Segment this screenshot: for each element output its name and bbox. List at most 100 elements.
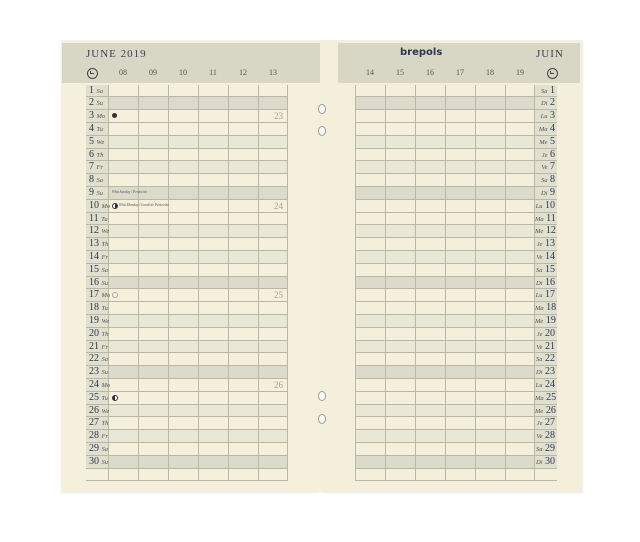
day-row[interactable]: 27 Th [86, 417, 288, 431]
day-row[interactable]: Je 20 [355, 327, 557, 341]
day-number: 30 [545, 455, 555, 467]
hour-cell [385, 238, 415, 250]
hour-cell [385, 442, 415, 455]
day-row[interactable]: Lu 17 [355, 289, 557, 303]
day-row[interactable]: 23 Su [86, 366, 288, 379]
day-row[interactable]: 21 Fr [86, 340, 288, 354]
day-row[interactable]: 3 Mo 23 [86, 110, 288, 123]
hour-cell [138, 302, 168, 314]
day-row[interactable]: 2 Su [86, 97, 288, 111]
day-row[interactable]: 29 Sa [86, 442, 288, 456]
day-row[interactable]: Di 16 [355, 276, 557, 290]
day-row[interactable]: 22 Sa [86, 353, 288, 367]
hour-cell [355, 327, 385, 340]
hour-cell [385, 289, 415, 302]
hour-cell [355, 340, 385, 353]
day-row[interactable]: Di 30 [355, 455, 557, 469]
day-row[interactable]: 9 Su Whit Sunday / Pentecôte [86, 186, 288, 200]
hour-cell [385, 225, 415, 238]
hour-cell [168, 353, 198, 366]
day-row[interactable]: Lu 10 [355, 199, 557, 213]
hour-cell [258, 327, 288, 340]
day-number: 5 [89, 135, 94, 147]
day-row[interactable]: Sa 15 [355, 263, 557, 277]
day-label: 23 Su [86, 366, 108, 378]
hour-cell [228, 302, 258, 314]
weekday-abbr: Sa [96, 177, 104, 185]
hour-cell [138, 404, 168, 417]
day-row[interactable]: 20 Th [86, 327, 288, 341]
day-row[interactable]: Me 5 [355, 135, 557, 149]
hour-cell [258, 302, 288, 314]
header-band [338, 43, 580, 83]
day-row[interactable]: Je 6 [355, 148, 557, 162]
hour-cell [108, 430, 138, 442]
weekday-abbr: Tu [96, 125, 104, 133]
day-row[interactable]: 4 Tu [86, 122, 288, 136]
hour-cell [108, 84, 138, 97]
day-row[interactable]: Di 23 [355, 366, 557, 379]
day-row[interactable]: 30 Su [86, 455, 288, 469]
hour-cell [258, 391, 288, 404]
day-row[interactable]: Ma 25 [355, 391, 557, 405]
day-number: 13 [545, 238, 555, 250]
hour-cell [138, 391, 168, 404]
hour-cell [445, 353, 475, 366]
day-row[interactable]: 7 Fr [86, 161, 288, 175]
hour-cell [138, 327, 168, 340]
day-row[interactable]: Sa 22 [355, 353, 557, 367]
day-row[interactable]: Sa 8 [355, 174, 557, 187]
hour-cell [505, 417, 535, 430]
day-row[interactable]: Di 2 [355, 97, 557, 111]
hour-label: 18 [486, 68, 494, 77]
day-row[interactable]: 26 We [86, 404, 288, 418]
day-row[interactable]: 13 Th [86, 238, 288, 251]
day-row[interactable]: Lu 24 [355, 378, 557, 392]
day-label: 13 Th [86, 238, 108, 250]
day-row[interactable]: 28 Fr [86, 430, 288, 443]
day-row[interactable]: 1 Sa [86, 84, 288, 98]
day-row[interactable]: 10 Mo 24 Whit Monday / Lundi de Pentecôte [86, 199, 288, 213]
day-row[interactable]: Sa 1 [355, 84, 557, 98]
day-row[interactable]: 11 Tu [86, 212, 288, 226]
hour-cell [168, 314, 198, 327]
day-row[interactable]: 5 We [86, 135, 288, 149]
weekday-abbr: Sa [101, 356, 109, 364]
day-row[interactable]: Di 9 [355, 186, 557, 200]
day-row[interactable] [355, 468, 557, 482]
day-row[interactable]: Me 19 [355, 314, 557, 328]
day-row[interactable]: Lu 3 [355, 110, 557, 123]
hour-cell [415, 148, 445, 161]
hour-cell [258, 148, 288, 161]
day-row[interactable]: Ve 7 [355, 161, 557, 175]
day-row[interactable]: 12 We [86, 225, 288, 239]
day-row[interactable]: Ve 21 [355, 340, 557, 354]
day-row[interactable]: Je 13 [355, 238, 557, 251]
hour-cell [138, 135, 168, 148]
day-row[interactable]: Ma 4 [355, 122, 557, 136]
day-row[interactable] [86, 468, 288, 482]
day-row[interactable]: Me 12 [355, 225, 557, 239]
day-row[interactable]: Ma 11 [355, 212, 557, 226]
day-row[interactable]: 24 Mo 26 [86, 378, 288, 392]
day-row[interactable]: 6 Th [86, 148, 288, 162]
day-row[interactable]: 19 We [86, 314, 288, 328]
hour-cell [445, 97, 475, 110]
day-row[interactable]: 15 Sa [86, 263, 288, 277]
hour-cell [108, 340, 138, 353]
day-row[interactable]: Je 27 [355, 417, 557, 431]
day-row[interactable]: 16 Su [86, 276, 288, 290]
day-row[interactable]: 25 Tu [86, 391, 288, 405]
day-row[interactable]: Sa 29 [355, 442, 557, 456]
hour-cell [415, 302, 445, 314]
day-row[interactable]: Ve 14 [355, 250, 557, 264]
day-row[interactable]: 14 Fr [86, 250, 288, 264]
day-row[interactable]: Ve 28 [355, 430, 557, 443]
day-row[interactable]: 17 Mo 25 [86, 289, 288, 303]
day-row[interactable]: 18 Tu [86, 302, 288, 315]
day-row[interactable]: 8 Sa [86, 174, 288, 187]
hour-cell [168, 366, 198, 378]
day-row[interactable]: Me 26 [355, 404, 557, 418]
hour-cell [445, 212, 475, 225]
day-row[interactable]: Ma 18 [355, 302, 557, 315]
